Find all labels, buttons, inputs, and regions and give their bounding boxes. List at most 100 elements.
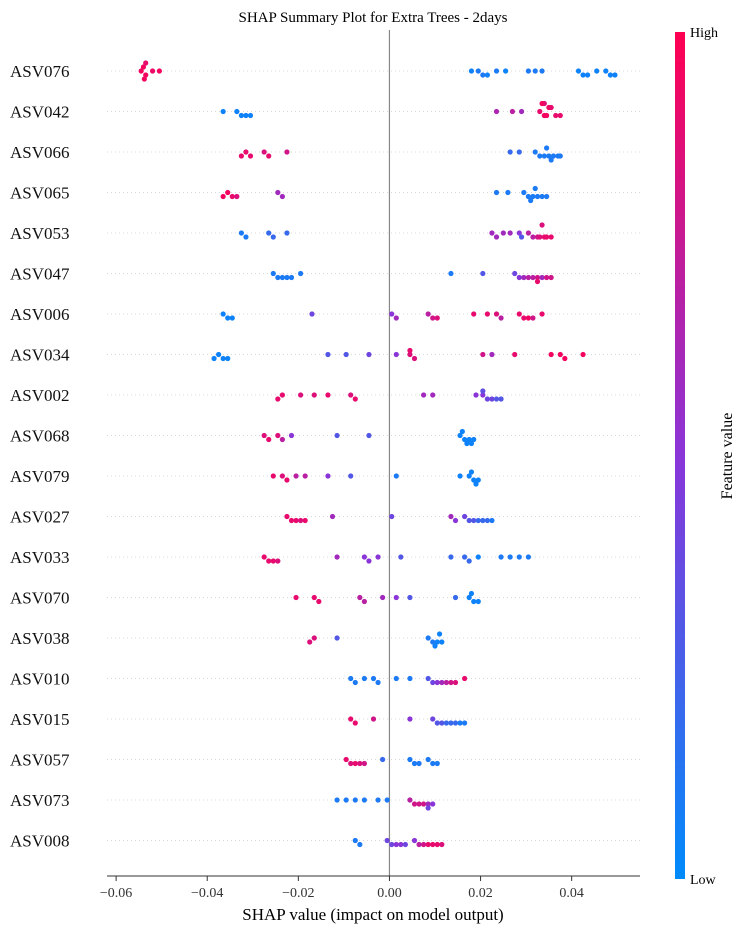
shap-point <box>521 189 527 196</box>
shap-point <box>434 760 440 767</box>
shap-point <box>275 396 281 402</box>
shap-point <box>298 270 304 277</box>
shap-point <box>275 558 281 564</box>
x-tick-label: 0.00 <box>377 886 402 901</box>
shap-point <box>471 477 477 483</box>
shap-point <box>225 189 231 196</box>
feature-label: ASV034 <box>10 346 70 365</box>
shap-point <box>288 517 295 524</box>
shap-point <box>537 153 543 159</box>
shap-point <box>512 351 518 358</box>
shap-point <box>361 598 367 605</box>
feature-label: ASV015 <box>10 710 70 729</box>
shap-point <box>243 234 249 240</box>
shap-point <box>528 197 534 204</box>
shap-point <box>357 594 363 601</box>
shap-point <box>220 355 226 362</box>
shap-point <box>348 473 354 479</box>
x-tick-label: −0.02 <box>282 886 314 901</box>
shap-point <box>307 639 313 645</box>
shap-point <box>468 469 475 475</box>
shap-point <box>143 60 149 66</box>
shap-point <box>284 477 290 483</box>
shap-point <box>393 594 399 601</box>
shap-point <box>421 801 427 807</box>
shap-point <box>425 675 431 682</box>
shap-point <box>436 631 443 637</box>
shap-point <box>266 153 272 159</box>
shap-point <box>348 392 354 398</box>
shap-point <box>480 392 486 398</box>
shap-point <box>298 392 304 398</box>
shap-point <box>352 679 358 686</box>
shap-point <box>448 270 454 277</box>
shap-point <box>247 112 254 119</box>
shap-point <box>489 230 495 236</box>
colorbar-low-label: Low <box>690 873 717 888</box>
shap-point <box>266 436 272 443</box>
shap-point <box>421 392 427 398</box>
shap-point <box>293 594 299 601</box>
shap-point <box>518 108 525 115</box>
shap-point <box>464 440 470 447</box>
shap-point <box>452 594 459 601</box>
shap-point <box>484 396 490 402</box>
shap-point <box>432 643 438 649</box>
shap-point <box>500 230 506 236</box>
shap-point <box>293 517 299 524</box>
shap-point <box>530 193 536 200</box>
shap-point <box>334 797 340 803</box>
feature-labels: ASV076 ASV042 ASV066 ASV065 ASV053 ASV047 ASV0… <box>10 62 70 851</box>
shap-point <box>448 720 454 726</box>
feature-label: ASV033 <box>10 548 70 567</box>
shap-point <box>416 760 422 767</box>
shap-point <box>475 554 481 560</box>
shap-point <box>516 274 522 281</box>
shap-point <box>434 720 440 726</box>
shap-point <box>234 108 240 115</box>
shap-point <box>539 68 545 74</box>
shap-point <box>370 675 377 682</box>
shap-point <box>439 679 445 686</box>
feature-label: ASV008 <box>10 832 70 851</box>
shap-point <box>243 112 249 119</box>
shap-point <box>539 222 545 228</box>
x-tick-label: −0.04 <box>191 886 223 901</box>
shap-point <box>261 432 267 439</box>
shap-point <box>352 720 358 726</box>
shap-point <box>462 436 468 443</box>
shap-point <box>553 112 559 119</box>
shap-point <box>557 112 563 119</box>
shap-point <box>434 639 440 645</box>
shap-point <box>462 675 468 682</box>
feature-label: ASV066 <box>10 143 70 162</box>
shap-point <box>544 112 550 119</box>
shap-point <box>343 351 349 358</box>
shap-point <box>493 234 500 240</box>
shap-point <box>475 598 481 605</box>
shap-point <box>466 517 472 524</box>
shap-point <box>462 554 468 560</box>
shap-point <box>411 355 418 362</box>
shap-point <box>548 234 554 240</box>
x-axis-label: SHAP value (impact on model output) <box>242 905 503 924</box>
feature-label: ASV065 <box>10 184 70 203</box>
shap-point <box>380 594 386 601</box>
shap-point <box>480 388 486 394</box>
chart-title: SHAP Summary Plot for Extra Trees - 2day… <box>238 10 507 26</box>
shap-point <box>220 108 226 115</box>
shap-point <box>534 274 541 281</box>
shap-point <box>516 149 522 155</box>
shap-point <box>393 841 399 848</box>
feature-label: ASV027 <box>10 508 70 527</box>
shap-point <box>480 351 486 358</box>
shap-point <box>293 473 299 479</box>
shap-point <box>525 315 531 321</box>
shap-point <box>457 432 463 439</box>
shap-point <box>352 396 358 402</box>
shap-point <box>352 760 358 767</box>
feature-label: ASV010 <box>10 670 70 689</box>
shap-point <box>530 315 536 321</box>
shap-point <box>434 315 440 321</box>
shap-point <box>284 274 290 281</box>
